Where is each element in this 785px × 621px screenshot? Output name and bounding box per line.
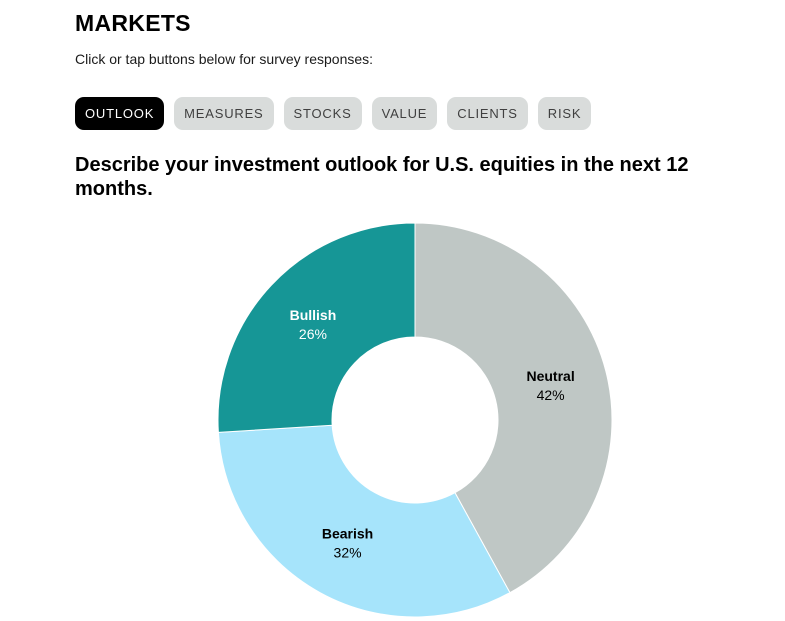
- slice-value-bullish: 26%: [299, 326, 327, 342]
- survey-tabs: OUTLOOK MEASURES STOCKS VALUE CLIENTS RI…: [75, 97, 592, 130]
- section-title: MARKETS: [75, 10, 191, 36]
- instructions-text: Click or tap buttons below for survey re…: [75, 51, 374, 67]
- slice-bullish[interactable]: [217, 222, 416, 433]
- tab-value[interactable]: VALUE: [371, 97, 438, 130]
- tab-measures[interactable]: MEASURES: [174, 97, 274, 130]
- tab-clients[interactable]: CLIENTS: [447, 97, 528, 130]
- slice-value-bearish: 32%: [334, 545, 362, 561]
- slice-label-neutral: Neutral: [526, 368, 574, 384]
- slice-value-neutral: 42%: [537, 387, 565, 403]
- slice-label-bullish: Bullish: [290, 307, 337, 323]
- tab-risk[interactable]: RISK: [537, 97, 592, 130]
- survey-question: Describe your investment outlook for U.S…: [75, 154, 689, 200]
- tab-outlook[interactable]: OUTLOOK: [75, 97, 165, 130]
- tab-stocks[interactable]: STOCKS: [283, 97, 362, 130]
- slice-neutral[interactable]: [414, 222, 613, 594]
- slice-bearish[interactable]: [217, 424, 511, 618]
- slice-label-bearish: Bearish: [322, 526, 373, 542]
